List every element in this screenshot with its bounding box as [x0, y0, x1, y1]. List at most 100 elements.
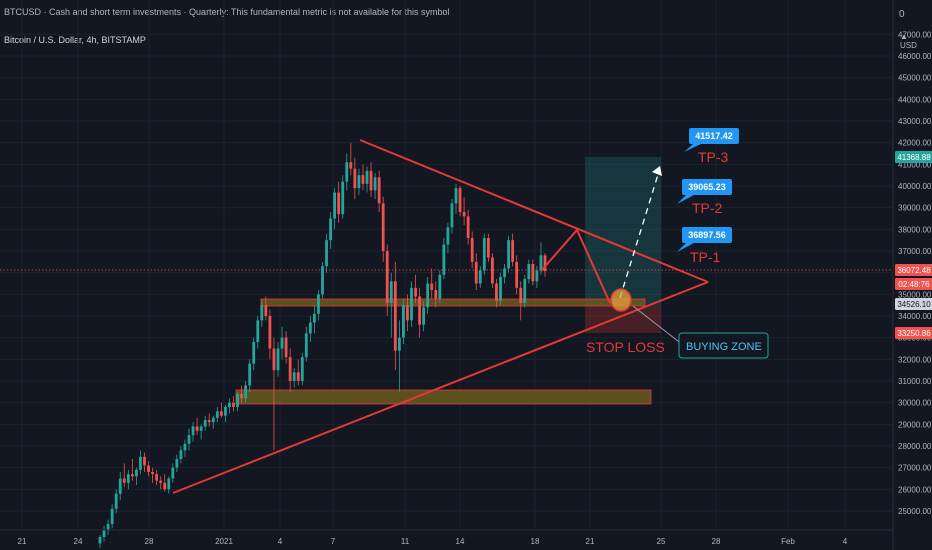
- price-axis[interactable]: 25000.00 26000.00 27000.00 28000.00 29000.00…: [892, 0, 932, 550]
- candle-body: [357, 175, 361, 189]
- triangle-upper-line: [359, 139, 709, 283]
- tag-41368-label: 41368.88: [897, 153, 931, 162]
- candle-body: [300, 357, 304, 381]
- candle-body: [333, 192, 337, 219]
- candle-body: [102, 530, 106, 537]
- candle-body: [381, 203, 385, 251]
- candle-body: [276, 348, 280, 371]
- candle-body: [458, 188, 462, 212]
- candle-body: [462, 212, 466, 217]
- tp-name-label: TP-2: [692, 200, 723, 216]
- candle-body: [260, 305, 264, 321]
- currency-text: USD: [900, 41, 917, 50]
- tag-41368-box: [895, 151, 932, 163]
- candle-body: [418, 296, 421, 325]
- candle-body: [207, 420, 211, 423]
- candle-body: [377, 177, 381, 204]
- price-tick-label: 35000.00: [898, 290, 932, 299]
- tag-36072-box: [895, 264, 932, 276]
- stop-loss-callout-line: [632, 305, 684, 346]
- candle-body: [163, 482, 167, 490]
- candle-body: [503, 268, 506, 277]
- candle-body: [296, 372, 300, 381]
- candle-body: [256, 320, 260, 342]
- price-tick-label: 28000.00: [898, 442, 932, 451]
- candle-body: [466, 216, 470, 238]
- candle-body: [228, 402, 231, 407]
- candle-body: [203, 420, 207, 427]
- candle-body: [531, 264, 535, 282]
- take-profit-labels: 41517.42 TP-3 39065.23 TP-2 36897.56 TP-1: [677, 128, 739, 265]
- candle-body: [470, 238, 474, 262]
- support-zone-upper: [260, 298, 646, 307]
- candle-body: [280, 337, 284, 349]
- candle-body: [527, 264, 531, 280]
- candle-body: [304, 333, 308, 358]
- candle-body: [147, 465, 150, 472]
- candle-body: [349, 162, 353, 169]
- candle-body: [143, 456, 146, 466]
- currency-label[interactable]: ▲ USD: [900, 32, 917, 50]
- tp-price-label: 39065.23: [688, 182, 726, 192]
- candle-body: [139, 456, 142, 470]
- time-tick-label: 4: [278, 537, 283, 546]
- tag-countdown-label: 02:48:76: [898, 280, 930, 289]
- corner-value: 0: [899, 9, 905, 20]
- candle-body: [292, 372, 296, 381]
- price-tick-label: 31000.00: [898, 377, 932, 386]
- candle-body: [98, 537, 102, 544]
- candle-body: [175, 459, 179, 468]
- candle-body: [244, 385, 248, 399]
- candle-body: [126, 474, 130, 483]
- candle-body: [224, 407, 227, 416]
- tp-price-label: 41517.42: [695, 131, 733, 141]
- candle-body: [118, 478, 122, 494]
- candle-body: [414, 287, 417, 297]
- candle-body: [272, 348, 276, 371]
- annotation-labels: STOP LOSS BUYING ZONE: [586, 332, 769, 359]
- candle-body: [474, 261, 478, 284]
- candle-body: [353, 168, 357, 189]
- price-tick-label: 29000.00: [898, 420, 932, 429]
- price-tick-label: 26000.00: [898, 485, 932, 494]
- candle-body: [507, 240, 510, 269]
- price-tick-label: 25000.00: [898, 507, 932, 516]
- time-tick-label: 4: [843, 537, 848, 546]
- buying-zone-label: BUYING ZONE: [686, 341, 762, 353]
- time-tick-label: 28: [712, 537, 721, 546]
- candle-body: [361, 175, 365, 184]
- candle-body: [495, 283, 498, 301]
- candle-body: [393, 281, 397, 351]
- price-tick-label: 42000.00: [898, 139, 932, 148]
- time-tick-label: 24: [74, 537, 83, 546]
- time-tick-label: 2021: [215, 537, 233, 546]
- candle-body: [155, 474, 159, 481]
- price-tick-label: 47000.00: [898, 30, 932, 39]
- candle-body: [519, 287, 523, 303]
- candle-body: [337, 192, 341, 215]
- candle-body: [191, 426, 195, 436]
- chart-grid: [0, 0, 893, 530]
- tag-33250-label: 33250.86: [897, 329, 931, 338]
- candle-body: [539, 255, 543, 271]
- triangle-pattern: [172, 139, 709, 494]
- time-axis[interactable]: 21 24 28 2021 4 7 11 14 18 21 25 28 Feb 4: [0, 529, 893, 546]
- candle-body: [422, 307, 426, 325]
- price-tick-label: 38000.00: [898, 225, 932, 234]
- tp-price-box: [689, 128, 739, 144]
- price-tick-label: 40000.00: [898, 182, 932, 191]
- candle-body: [499, 277, 502, 301]
- price-tick-label: 27000.00: [898, 464, 932, 473]
- candle-body: [232, 402, 235, 407]
- candle-body: [151, 472, 154, 475]
- candle-body: [543, 255, 547, 272]
- candle-body: [106, 524, 110, 531]
- price-tick-label: 41000.00: [898, 160, 932, 169]
- candle-body: [373, 177, 377, 191]
- candle-body: [486, 238, 490, 258]
- candle-body: [248, 363, 252, 386]
- chart-title-line: BTCUSD · Cash and short term investments…: [4, 7, 450, 17]
- candle-body: [171, 467, 175, 479]
- time-tick-label: 21: [586, 537, 595, 546]
